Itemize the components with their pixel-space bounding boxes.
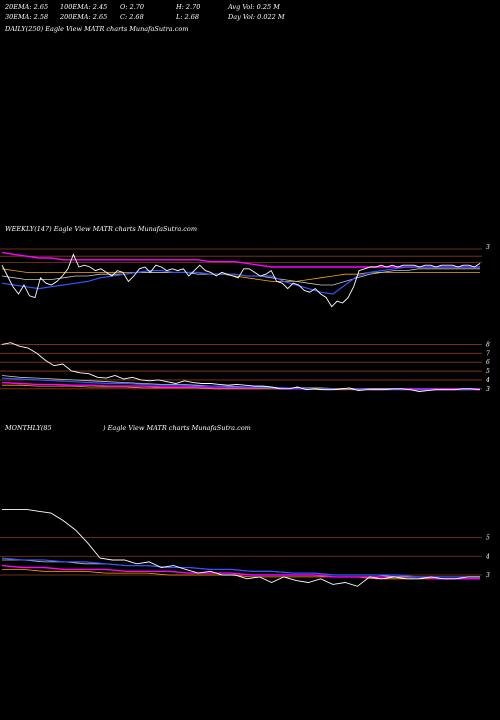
ema-alt-series-line	[2, 569, 480, 580]
price-series-line	[1, 253, 481, 308]
price-series-line	[2, 508, 480, 587]
y-tick-label: 5	[486, 535, 490, 542]
ema100-label: 100EMA: 2.45	[60, 3, 108, 11]
low-label: L: 2.68	[176, 13, 200, 21]
ema-alt-series-line	[1, 268, 480, 282]
y-tick-label: 4	[485, 377, 490, 384]
close-label: C: 2.68	[120, 13, 144, 21]
open-label: O: 2.70	[120, 3, 145, 11]
y-tick-label: 4	[485, 553, 490, 560]
ema200-label: 200EMA: 2.65	[60, 13, 108, 21]
ema20-label: 20EMA: 2.65	[5, 3, 49, 11]
day-vol-label: Day Vol: 0.022 M	[228, 13, 285, 21]
y-tick-label: 3	[486, 244, 490, 251]
monthly-chart-title-right: ) Eagle View MATR charts MunafaSutra.com	[103, 424, 251, 432]
y-tick-label: 3	[486, 572, 490, 579]
ema-short-series-line	[1, 266, 480, 295]
daily-chart-title: DAILY(250) Eagle View MATR charts Munafa…	[5, 25, 189, 33]
y-tick-label: 3	[486, 386, 490, 393]
weekly-chart-title: WEEKLY(147) Eagle View MATR charts Munaf…	[5, 225, 197, 233]
ema-long-series-line	[1, 251, 480, 268]
ema30-label: 30EMA: 2.58	[5, 13, 49, 21]
monthly-chart-title-left: MONTHLY(85	[5, 424, 52, 432]
ema-long-series-line	[1, 381, 480, 390]
y-tick-label: 6	[486, 359, 490, 366]
y-tick-label: 8	[486, 341, 490, 348]
y-tick-label: 7	[486, 350, 490, 357]
high-label: H: 2.70	[176, 3, 201, 11]
price-series-line	[1, 342, 481, 392]
ema-short-series-line	[1, 557, 480, 578]
y-tick-label: 5	[486, 368, 490, 375]
avg-vol-label: Avg Vol: 0.25 M	[228, 3, 280, 11]
ema-short-series-line	[1, 377, 480, 391]
